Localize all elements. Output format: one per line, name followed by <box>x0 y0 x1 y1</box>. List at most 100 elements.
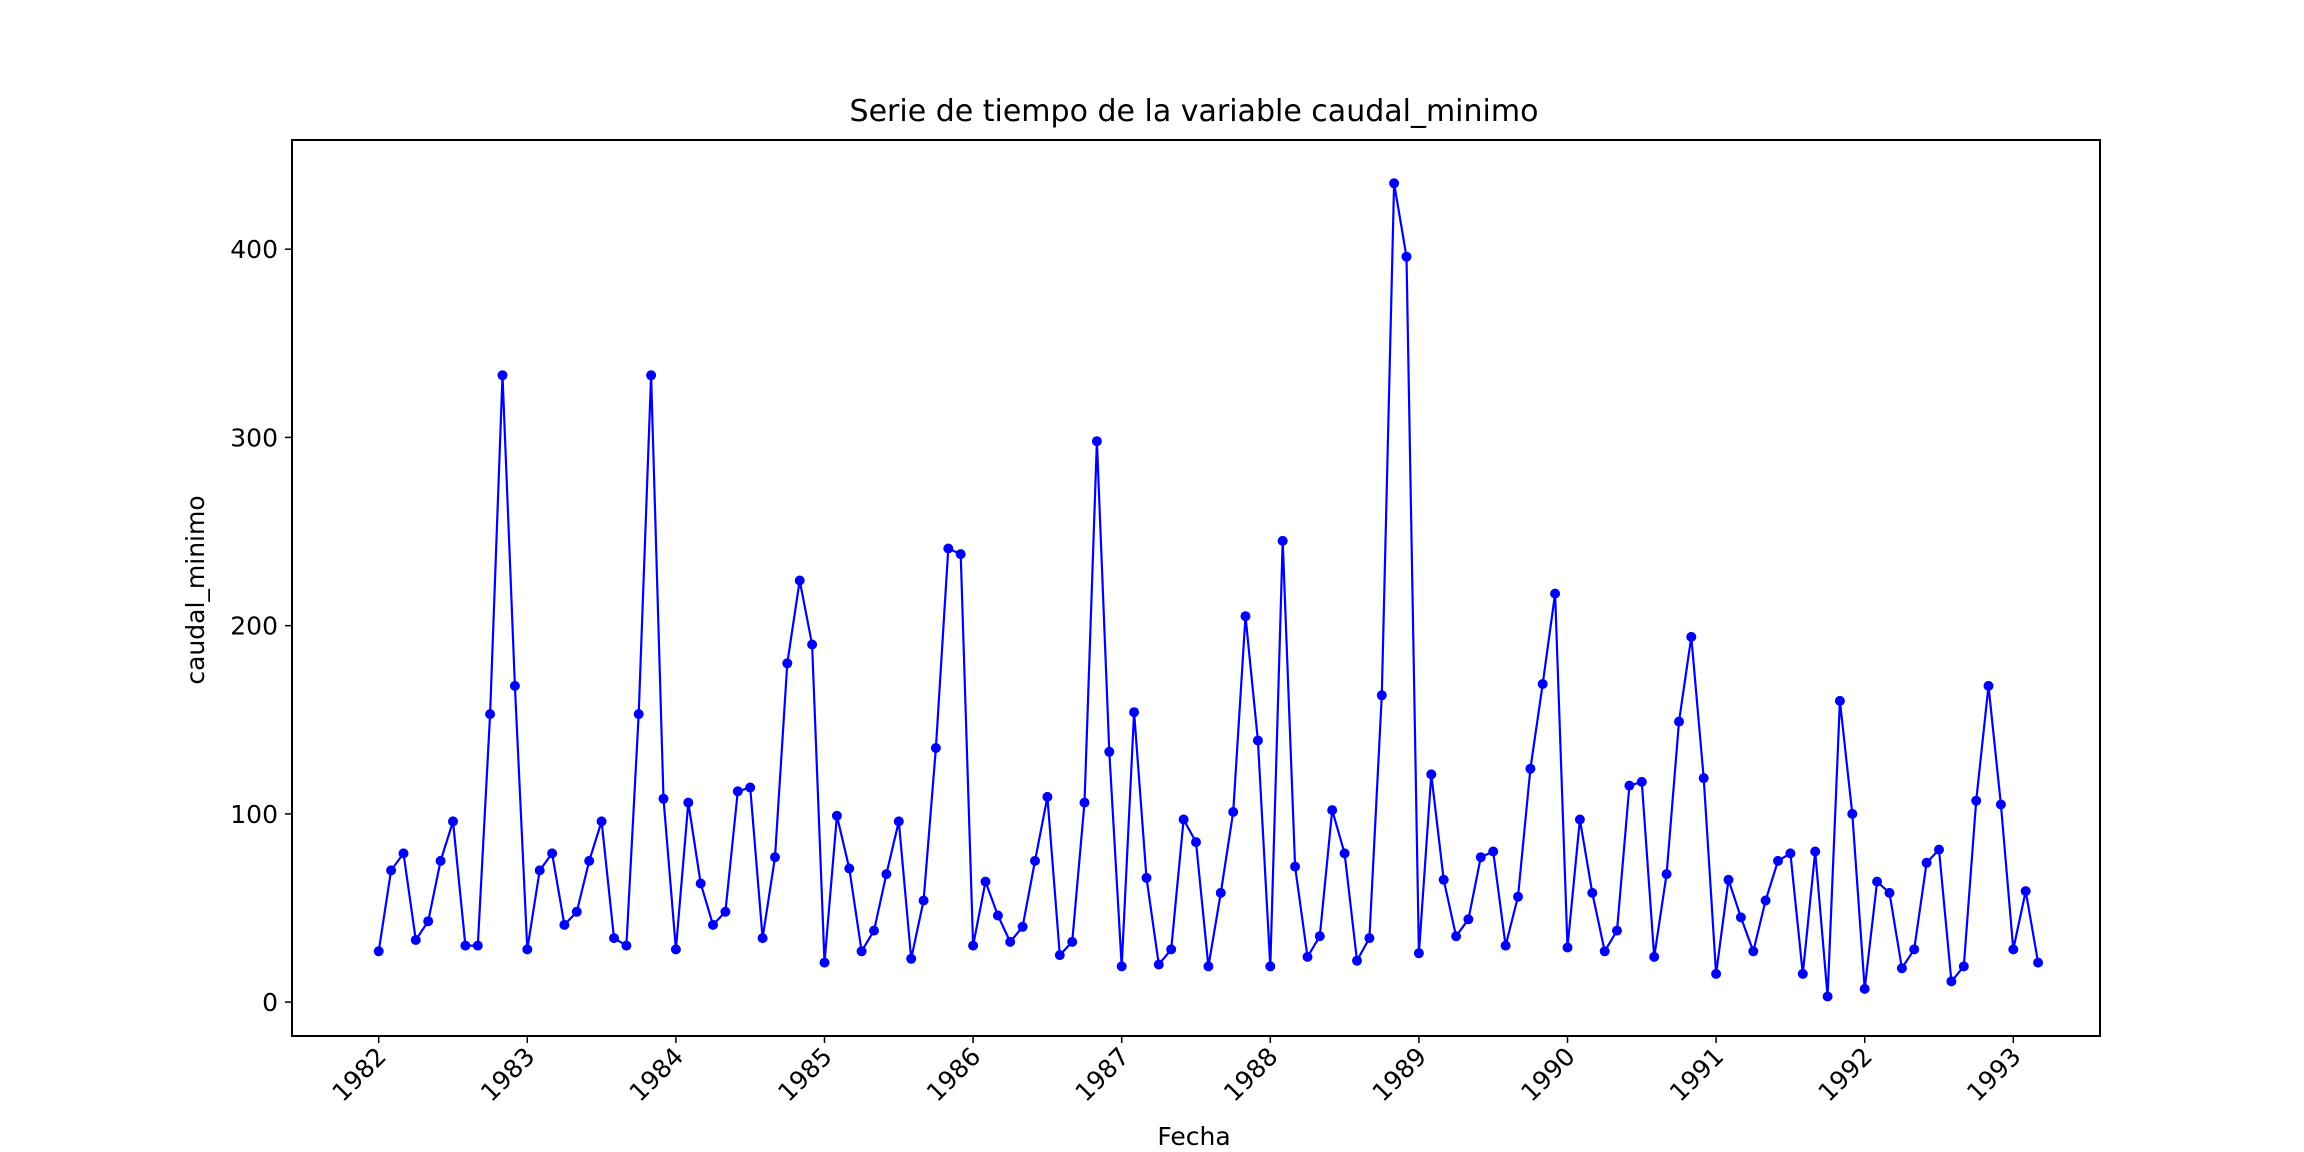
data-point <box>1574 814 1585 825</box>
data-point <box>1649 951 1660 962</box>
data-point <box>955 549 966 560</box>
data-point <box>1773 855 1783 866</box>
data-point <box>633 709 644 720</box>
data-point <box>1983 680 1994 691</box>
data-point <box>1834 695 1845 706</box>
data-point <box>757 933 768 944</box>
data-point <box>844 863 855 874</box>
y-tick-label: 0 <box>262 988 278 1017</box>
data-point <box>831 810 842 821</box>
y-axis: 0 100 200 300 400 <box>230 235 292 1017</box>
data-point <box>460 940 471 951</box>
data-point <box>695 878 706 889</box>
data-point <box>621 940 632 951</box>
data-point <box>1252 735 1263 746</box>
data-point <box>1896 963 1907 974</box>
data-point <box>1971 795 1982 806</box>
data-point <box>1822 991 1833 1002</box>
data-point <box>770 852 780 863</box>
data-point <box>1537 679 1548 689</box>
data-point <box>1438 874 1449 885</box>
data-point <box>1636 776 1647 787</box>
data-point <box>1748 946 1759 957</box>
data-point <box>1327 805 1338 816</box>
data-point <box>1005 936 1016 947</box>
data-point <box>1364 933 1375 944</box>
data-point <box>1711 968 1722 979</box>
x-tick-label: 1989 <box>1367 1042 1432 1107</box>
data-point <box>1413 948 1424 959</box>
data-point <box>943 543 954 554</box>
data-point <box>596 816 607 827</box>
data-point <box>1624 780 1635 791</box>
data-point <box>423 916 434 927</box>
x-axis: 1982 1983 1984 1985 1986 1987 1988 1989 1990 1991… <box>326 1036 2027 1107</box>
data-point <box>1723 874 1734 885</box>
x-tick-label: 1988 <box>1218 1042 1283 1107</box>
data-point <box>1426 769 1437 780</box>
data-point <box>448 816 458 827</box>
data-point <box>1017 921 1028 932</box>
x-tick-label: 1983 <box>475 1042 540 1107</box>
data-point <box>708 919 718 930</box>
data-point <box>1129 707 1140 718</box>
data-point <box>1463 914 1474 925</box>
data-point <box>1797 968 1808 979</box>
data-point <box>906 953 917 964</box>
data-point <box>869 925 879 936</box>
data-point <box>571 906 582 917</box>
data-point <box>670 944 681 955</box>
data-point <box>534 865 545 876</box>
data-point <box>794 575 805 586</box>
y-tick-label: 200 <box>230 612 278 641</box>
data-point <box>497 370 508 381</box>
data-point <box>1265 961 1276 972</box>
data-point <box>584 855 595 866</box>
x-tick-label: 1993 <box>1961 1042 2026 1107</box>
plot-frame <box>291 139 2101 1037</box>
data-point <box>1921 857 1932 868</box>
data-point <box>1054 950 1065 961</box>
x-tick-label: 1986 <box>921 1042 986 1107</box>
data-point <box>1203 961 1214 972</box>
data-point <box>2020 886 2031 897</box>
series-points <box>373 178 2044 1002</box>
x-axis-label: Fecha <box>1157 1122 1230 1151</box>
data-point <box>980 876 991 887</box>
data-point <box>1909 944 1920 955</box>
x-tick-label: 1982 <box>326 1042 391 1107</box>
data-point <box>1698 773 1709 784</box>
data-point <box>1240 611 1251 622</box>
data-point <box>1091 436 1102 447</box>
data-point <box>559 919 570 930</box>
data-point <box>509 680 520 691</box>
data-point <box>547 848 558 859</box>
y-tick-label: 300 <box>230 423 278 452</box>
data-point <box>1178 814 1189 825</box>
data-point <box>609 933 619 944</box>
data-point <box>1104 746 1115 757</box>
data-point <box>1513 891 1523 902</box>
data-point <box>881 869 892 880</box>
data-point <box>1735 912 1746 923</box>
data-point <box>745 782 756 793</box>
data-point <box>1215 887 1226 898</box>
data-point <box>386 865 397 876</box>
data-point <box>1314 931 1325 942</box>
data-point <box>1290 861 1301 872</box>
data-point <box>992 910 1003 921</box>
data-point <box>968 940 979 951</box>
data-point <box>1228 807 1239 817</box>
data-point <box>1067 936 1078 947</box>
data-point <box>1934 844 1944 855</box>
data-point <box>732 786 743 797</box>
data-point <box>1500 940 1511 951</box>
data-point <box>1562 942 1573 953</box>
data-point <box>1389 178 1400 189</box>
data-point <box>930 743 941 753</box>
data-point <box>1277 535 1288 546</box>
data-point <box>1599 946 1610 957</box>
data-point <box>1847 808 1858 819</box>
x-tick-label: 1985 <box>772 1042 837 1107</box>
